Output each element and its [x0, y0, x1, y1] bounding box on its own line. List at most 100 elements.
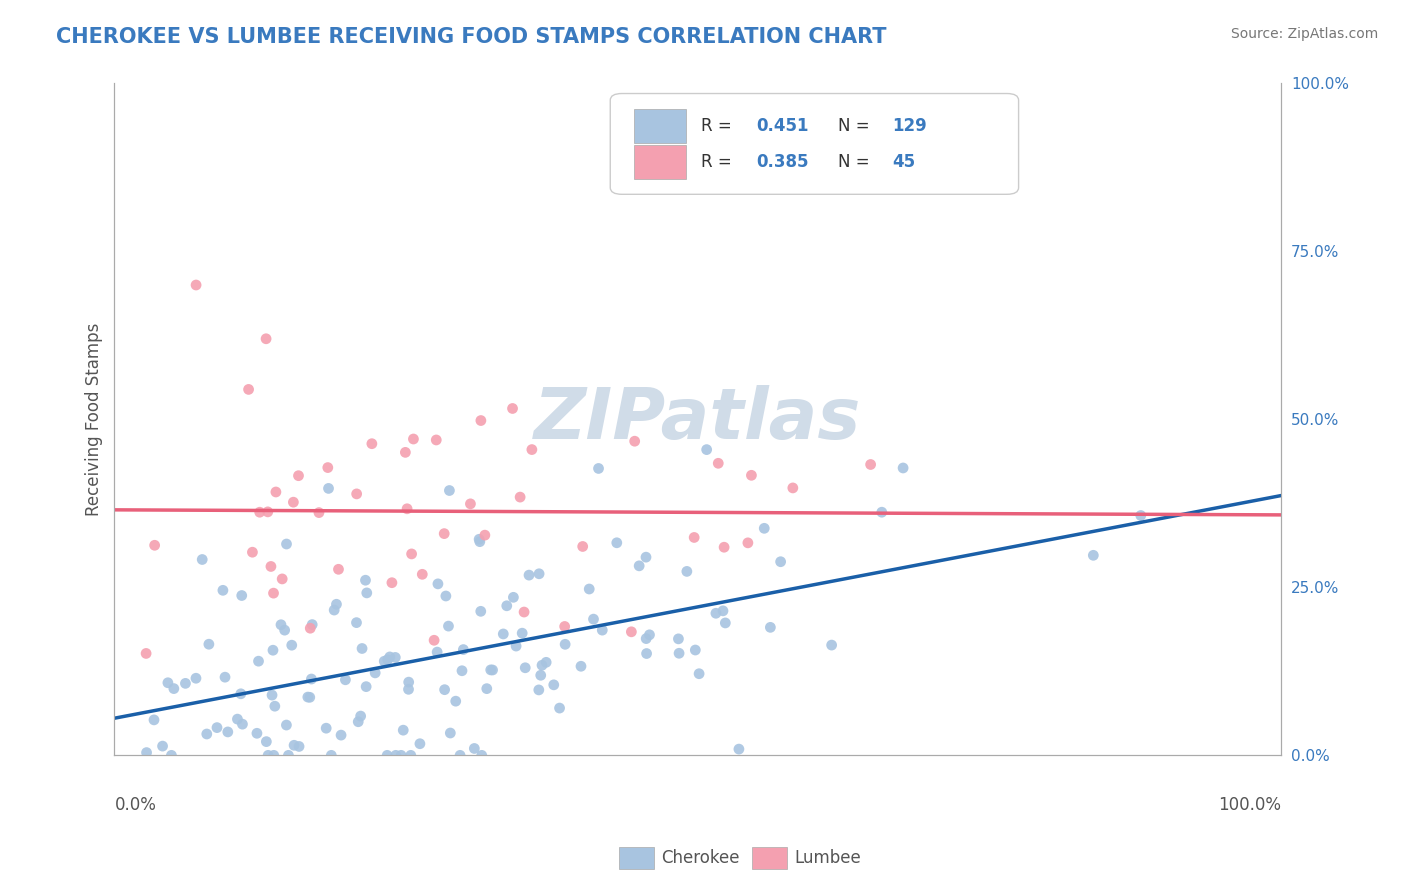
- Point: [433, 682, 456, 697]
- Point: [449, 748, 471, 763]
- Point: [554, 619, 576, 633]
- Point: [554, 637, 576, 651]
- Point: [205, 721, 228, 735]
- Point: [426, 577, 449, 591]
- Point: [321, 748, 343, 763]
- Point: [411, 567, 433, 582]
- Point: [299, 672, 322, 686]
- Text: 0.0%: 0.0%: [114, 796, 156, 814]
- Point: [264, 485, 287, 500]
- Point: [517, 568, 540, 582]
- Point: [676, 565, 699, 579]
- Point: [401, 547, 423, 561]
- Y-axis label: Receiving Food Stamps: Receiving Food Stamps: [86, 323, 103, 516]
- Point: [728, 742, 751, 756]
- Point: [479, 663, 502, 677]
- Point: [891, 461, 914, 475]
- Point: [318, 482, 340, 496]
- Point: [638, 628, 661, 642]
- Text: N =: N =: [838, 117, 875, 135]
- Text: Cherokee: Cherokee: [661, 849, 740, 867]
- Text: 45: 45: [893, 153, 915, 171]
- Point: [257, 748, 280, 763]
- Point: [254, 734, 277, 748]
- Point: [174, 676, 197, 690]
- Point: [214, 670, 236, 684]
- Point: [582, 612, 605, 626]
- Point: [260, 688, 283, 702]
- Point: [636, 647, 658, 661]
- Point: [280, 638, 302, 652]
- Point: [163, 681, 186, 696]
- Point: [378, 649, 401, 664]
- Point: [711, 604, 734, 618]
- Point: [425, 433, 447, 447]
- Point: [231, 589, 253, 603]
- Point: [759, 620, 782, 634]
- Point: [283, 495, 305, 509]
- Point: [354, 680, 377, 694]
- Point: [437, 619, 460, 633]
- Point: [375, 748, 398, 763]
- Point: [668, 632, 690, 646]
- Point: [769, 555, 792, 569]
- Point: [263, 748, 285, 763]
- Point: [1129, 508, 1152, 523]
- Point: [530, 668, 553, 682]
- Point: [364, 665, 387, 680]
- Point: [398, 682, 420, 697]
- Point: [481, 663, 503, 677]
- Point: [531, 658, 554, 673]
- Point: [347, 714, 370, 729]
- Point: [502, 591, 524, 605]
- Point: [492, 627, 515, 641]
- Point: [254, 332, 277, 346]
- Point: [495, 599, 517, 613]
- Point: [377, 653, 399, 667]
- Point: [509, 490, 531, 504]
- Point: [384, 748, 406, 763]
- FancyBboxPatch shape: [634, 109, 686, 143]
- Point: [242, 545, 264, 559]
- Point: [439, 726, 461, 740]
- Point: [396, 501, 419, 516]
- Point: [260, 559, 283, 574]
- Point: [276, 537, 298, 551]
- Text: R =: R =: [702, 153, 737, 171]
- Point: [859, 458, 882, 472]
- Point: [402, 432, 425, 446]
- Point: [226, 712, 249, 726]
- Point: [212, 583, 235, 598]
- Point: [328, 562, 350, 576]
- Point: [229, 687, 252, 701]
- Point: [426, 645, 449, 659]
- Point: [335, 673, 357, 687]
- Point: [423, 633, 446, 648]
- Point: [444, 694, 467, 708]
- Point: [299, 621, 322, 635]
- Point: [754, 521, 776, 535]
- Point: [238, 383, 260, 397]
- Point: [360, 436, 382, 450]
- Point: [623, 434, 645, 449]
- Point: [474, 528, 496, 542]
- Point: [135, 647, 157, 661]
- Point: [534, 656, 557, 670]
- Point: [384, 650, 406, 665]
- Point: [634, 550, 657, 565]
- Point: [510, 626, 533, 640]
- Point: [270, 617, 292, 632]
- Point: [271, 572, 294, 586]
- Point: [249, 505, 271, 519]
- Point: [398, 675, 420, 690]
- Point: [195, 727, 218, 741]
- Point: [308, 506, 330, 520]
- Point: [246, 726, 269, 740]
- Text: 0.451: 0.451: [756, 117, 808, 135]
- Point: [160, 748, 183, 763]
- Point: [287, 468, 309, 483]
- Point: [505, 639, 527, 653]
- Point: [713, 540, 735, 554]
- Point: [628, 558, 651, 573]
- Point: [135, 746, 157, 760]
